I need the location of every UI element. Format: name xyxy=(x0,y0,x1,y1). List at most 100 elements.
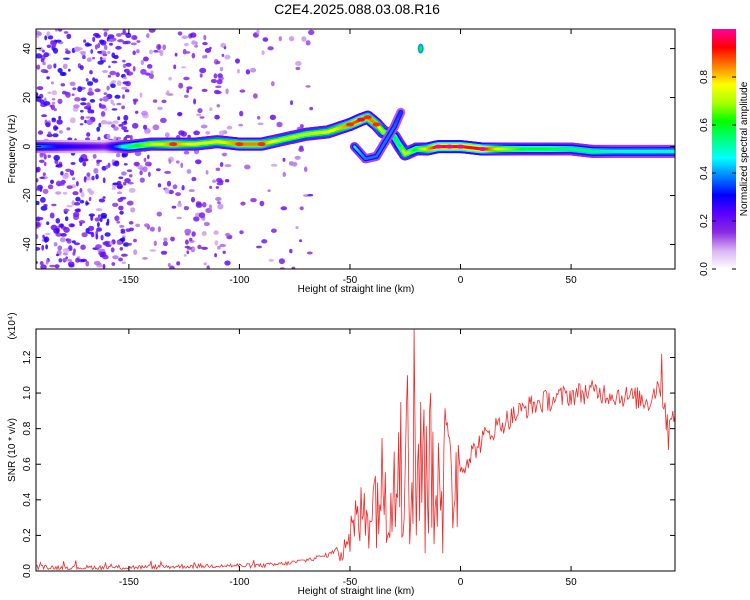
noise-speckle xyxy=(68,263,75,268)
noise-speckle xyxy=(126,200,134,206)
noise-speckle xyxy=(85,260,90,267)
ridge-peak xyxy=(372,122,381,127)
noise-speckle xyxy=(149,249,157,252)
noise-speckle xyxy=(219,66,224,72)
noise-speckle xyxy=(199,73,203,78)
noise-speckle xyxy=(51,101,56,105)
noise-speckle xyxy=(118,176,124,180)
noise-speckle xyxy=(173,64,177,70)
noise-speckle xyxy=(114,215,120,222)
noise-speckle xyxy=(72,87,77,91)
noise-speckle xyxy=(93,260,101,266)
noise-speckle xyxy=(262,37,269,42)
noise-speckle xyxy=(53,63,57,69)
noise-speckle xyxy=(42,234,45,239)
noise-speckle xyxy=(62,248,70,253)
noise-speckle xyxy=(256,29,260,35)
noise-speckle xyxy=(57,29,63,32)
x-tick-label: -150 xyxy=(119,577,139,588)
noise-speckle xyxy=(85,202,90,205)
noise-speckle xyxy=(90,49,93,54)
noise-speckle xyxy=(100,59,106,63)
noise-speckle xyxy=(99,217,103,223)
noise-speckle xyxy=(89,70,93,75)
snr-y-label: SNR (10 * v/v) xyxy=(7,418,18,482)
noise-speckle xyxy=(82,161,87,167)
noise-speckle xyxy=(209,185,213,189)
snr-background xyxy=(36,329,675,571)
noise-speckle xyxy=(109,241,113,245)
y-tick-label: 40 xyxy=(22,43,33,55)
noise-speckle xyxy=(174,52,178,57)
noise-speckle xyxy=(187,134,191,139)
noise-speckle xyxy=(40,58,45,63)
noise-speckle xyxy=(142,257,148,260)
noise-speckle xyxy=(183,150,190,155)
noise-speckle xyxy=(133,161,140,167)
noise-speckle xyxy=(101,165,107,171)
snr-y-ticks: 0.0 0.2 0.4 0.6 0.8 1.0 1.2 xyxy=(22,350,675,578)
noise-speckle xyxy=(294,155,301,160)
noise-speckle xyxy=(221,53,225,58)
noise-speckle xyxy=(116,80,122,86)
noise-speckle xyxy=(97,42,101,49)
noise-speckle xyxy=(168,158,172,164)
colorbar-gradient xyxy=(712,29,736,269)
noise-speckle xyxy=(43,154,47,160)
noise-speckle xyxy=(60,179,66,185)
noise-speckle xyxy=(195,159,202,165)
noise-speckle xyxy=(186,250,190,254)
noise-speckle xyxy=(213,89,221,95)
noise-speckle xyxy=(143,157,147,162)
noise-speckle xyxy=(121,261,127,265)
noise-speckle xyxy=(291,266,296,269)
noise-speckle xyxy=(122,76,128,80)
noise-speckle xyxy=(135,110,139,114)
noise-speckle xyxy=(162,44,166,51)
noise-speckle xyxy=(214,240,219,246)
noise-speckle xyxy=(42,188,49,195)
noise-speckle xyxy=(111,262,116,266)
noise-speckle xyxy=(261,239,268,244)
noise-speckle xyxy=(152,124,160,131)
noise-speckle xyxy=(113,126,119,131)
noise-speckle xyxy=(182,48,187,55)
noise-speckle xyxy=(121,253,128,257)
noise-speckle xyxy=(57,68,63,73)
noise-speckle xyxy=(85,227,90,234)
noise-speckle xyxy=(240,201,246,206)
noise-speckle xyxy=(239,89,246,93)
noise-speckle xyxy=(202,42,208,46)
noise-speckle xyxy=(80,97,87,102)
spectral-blob-core xyxy=(419,45,423,52)
noise-speckle xyxy=(290,100,293,106)
noise-speckle xyxy=(203,262,207,266)
noise-speckle xyxy=(133,249,138,256)
noise-speckle xyxy=(203,34,207,41)
noise-speckle xyxy=(282,171,286,177)
noise-speckle xyxy=(50,179,54,184)
noise-speckle xyxy=(103,31,108,37)
noise-speckle xyxy=(88,213,95,217)
noise-speckle xyxy=(98,198,106,203)
noise-speckle xyxy=(36,188,42,191)
y-tick-label: 0.8 xyxy=(22,421,33,435)
noise-speckle xyxy=(125,134,131,139)
noise-speckle xyxy=(103,92,108,95)
noise-speckle xyxy=(156,211,162,217)
noise-speckle xyxy=(122,41,128,45)
ridge-peak xyxy=(235,142,244,147)
noise-speckle xyxy=(42,49,45,53)
noise-speckle xyxy=(160,117,167,123)
noise-speckle xyxy=(149,49,153,55)
noise-speckle xyxy=(118,205,124,211)
noise-speckle xyxy=(144,161,152,167)
noise-speckle xyxy=(66,204,73,208)
noise-speckle xyxy=(224,164,232,168)
noise-speckle xyxy=(122,63,127,69)
noise-speckle xyxy=(101,215,107,219)
snr-x-label: Height of straight line (km) xyxy=(298,586,415,597)
noise-speckle xyxy=(205,131,211,135)
noise-speckle xyxy=(85,116,92,119)
